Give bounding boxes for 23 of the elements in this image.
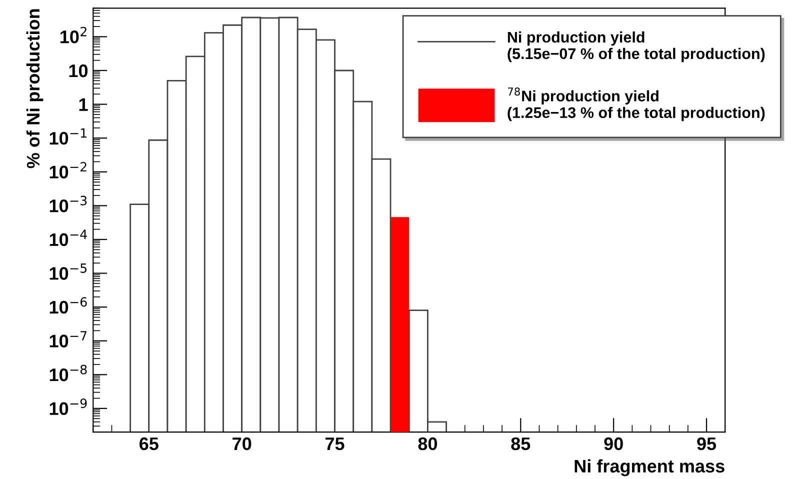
x-tick-label: 95	[697, 437, 716, 450]
y-tick-label: 1	[79, 98, 88, 111]
x-tick-label: 65	[140, 437, 158, 450]
y-tick-label: 10$^{−2}$	[50, 162, 86, 178]
x-axis-title: Ni fragment mass	[574, 459, 724, 476]
x-tick-label: 75	[326, 438, 344, 450]
x-tick-label: 80	[418, 437, 438, 450]
y-tick-label: 10$^{−8}$	[50, 364, 87, 382]
x-tick-label: 70	[232, 437, 252, 450]
y-axis-title: % of Ni production	[26, 9, 44, 168]
x-tick-label: 85	[511, 437, 530, 450]
y-tick-label: 10$^{−1}$	[50, 128, 86, 145]
legend-label: Ni production yield (5.15e−07 % of the total production)	[508, 31, 765, 62]
x-tick-label: 90	[604, 437, 623, 450]
y-tick-label: 10$^{−3}$	[50, 196, 87, 212]
y-tick-label: 10	[69, 64, 88, 78]
y-tick-label: 10$^{−7}$	[50, 331, 87, 348]
legend-label: $^{78}$Ni production yield (1.25e−13 % of the total production)	[508, 88, 765, 122]
y-tick-label: 10$^{2}$	[60, 26, 86, 44]
y-tick-label: 10$^{−6}$	[50, 297, 87, 314]
y-tick-label: 10$^{−9}$	[50, 398, 87, 416]
y-tick-label: 10$^{−4}$	[50, 230, 87, 246]
y-tick-label: 10$^{−5}$	[50, 264, 87, 280]
